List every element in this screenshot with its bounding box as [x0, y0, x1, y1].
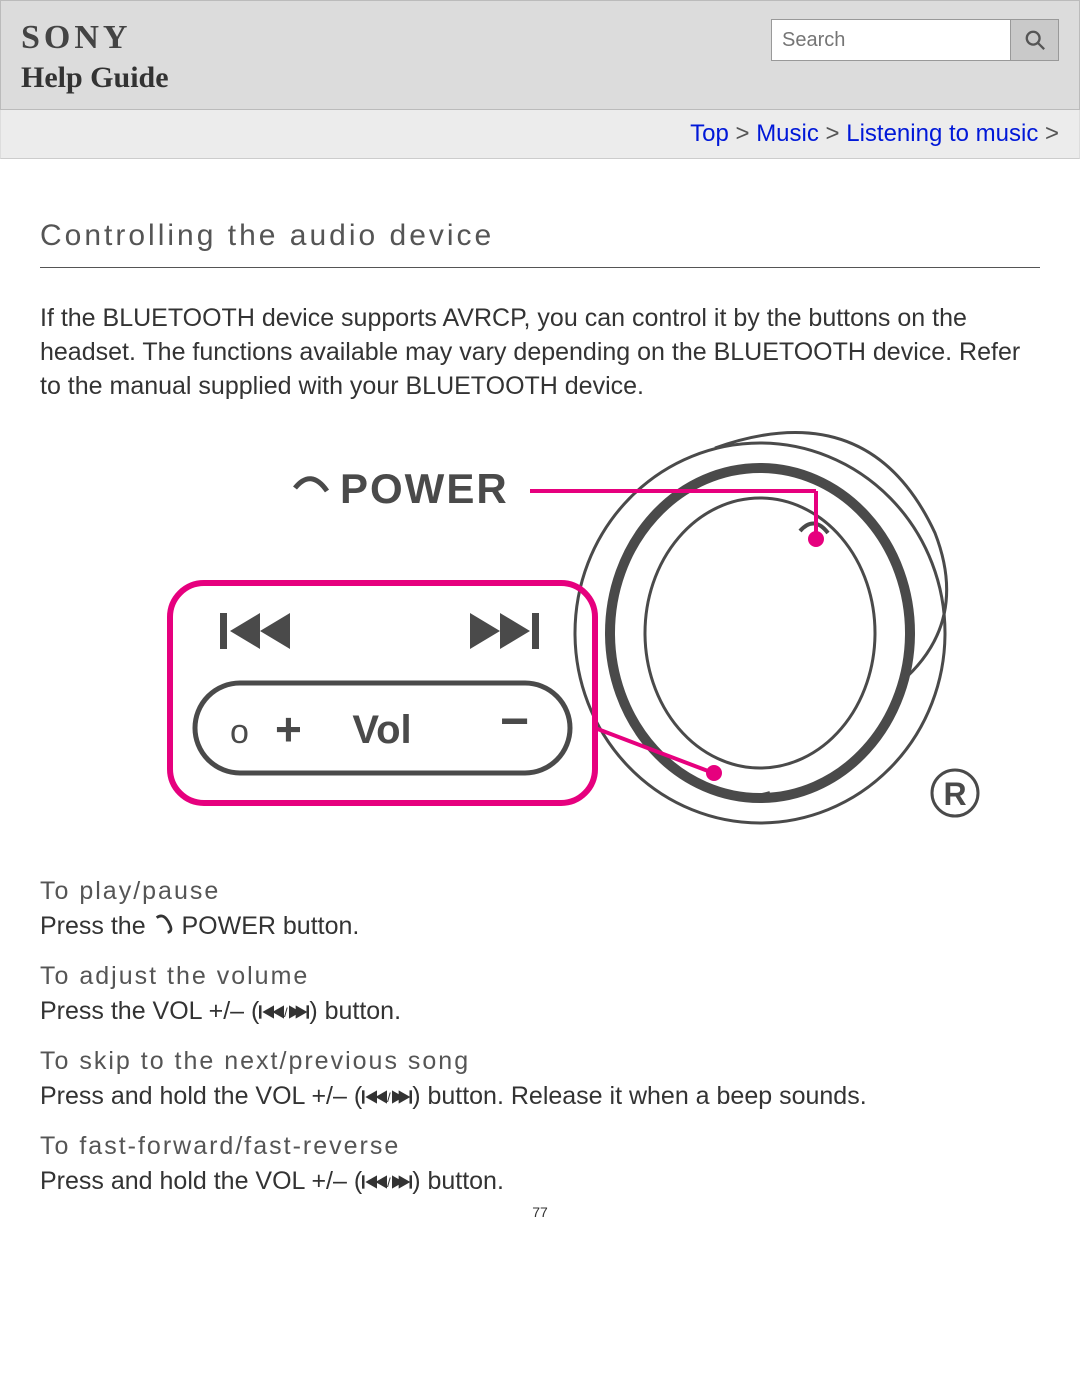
page-number: 77 — [40, 1204, 1040, 1220]
vol-label: Vol — [352, 708, 411, 752]
power-label: POWER — [295, 465, 509, 512]
vol-callout-line — [595, 728, 720, 779]
breadcrumb-link-top[interactable]: Top — [690, 120, 729, 147]
vol-dot: o — [230, 713, 249, 751]
section-text: Press the VOL +/– (/) button. — [40, 995, 1040, 1029]
prev-next-icon: / — [259, 1003, 309, 1021]
section-heading: To adjust the volume — [40, 962, 1040, 991]
vol-plus: + — [275, 703, 302, 755]
search-wrap — [771, 19, 1059, 61]
breadcrumb-link-listening[interactable]: Listening to music — [846, 120, 1038, 147]
prev-track-icon — [220, 613, 290, 649]
search-button[interactable] — [1011, 19, 1059, 61]
prev-next-icon: / — [362, 1088, 412, 1106]
svg-text:POWER: POWER — [340, 465, 509, 512]
section-fast-forward: To fast-forward/fast-reverse Press and h… — [40, 1132, 1040, 1199]
search-icon — [1024, 29, 1046, 51]
next-track-icon — [470, 613, 539, 649]
svg-text:/: / — [387, 1175, 391, 1190]
intro-text: If the BLUETOOTH device supports AVRCP, … — [40, 302, 1040, 403]
section-play-pause: To play/pause Press the POWER button. — [40, 877, 1040, 944]
section-heading: To play/pause — [40, 877, 1040, 906]
page-title: Controlling the audio device — [40, 219, 1040, 268]
breadcrumb: Top > Music > Listening to music > — [0, 110, 1080, 159]
vol-panel-outline — [170, 583, 595, 803]
section-adjust-volume: To adjust the volume Press the VOL +/– (… — [40, 962, 1040, 1029]
guide-title: Help Guide — [21, 61, 1059, 95]
section-text: Press and hold the VOL +/– (/) button. R… — [40, 1080, 1040, 1114]
phone-icon — [153, 914, 175, 936]
r-badge-text: R — [943, 776, 966, 812]
section-skip-song: To skip to the next/previous song Press … — [40, 1047, 1040, 1114]
breadcrumb-sep: > — [736, 120, 750, 147]
section-text: Press the POWER button. — [40, 910, 1040, 944]
breadcrumb-sep: > — [826, 120, 840, 147]
svg-text:/: / — [284, 1005, 288, 1020]
header: SONY Help Guide — [0, 0, 1080, 110]
breadcrumb-link-music[interactable]: Music — [756, 120, 819, 147]
svg-text:/: / — [387, 1090, 391, 1105]
section-heading: To skip to the next/previous song — [40, 1047, 1040, 1076]
device-diagram: R POWER o + Vol − — [100, 423, 980, 853]
breadcrumb-sep: > — [1045, 120, 1059, 147]
section-heading: To fast-forward/fast-reverse — [40, 1132, 1040, 1161]
content: Controlling the audio device If the BLUE… — [0, 159, 1080, 1240]
vol-minus: − — [500, 693, 529, 749]
prev-next-icon: / — [362, 1173, 412, 1191]
section-text: Press and hold the VOL +/– (/) button. — [40, 1165, 1040, 1199]
search-input[interactable] — [771, 19, 1011, 61]
